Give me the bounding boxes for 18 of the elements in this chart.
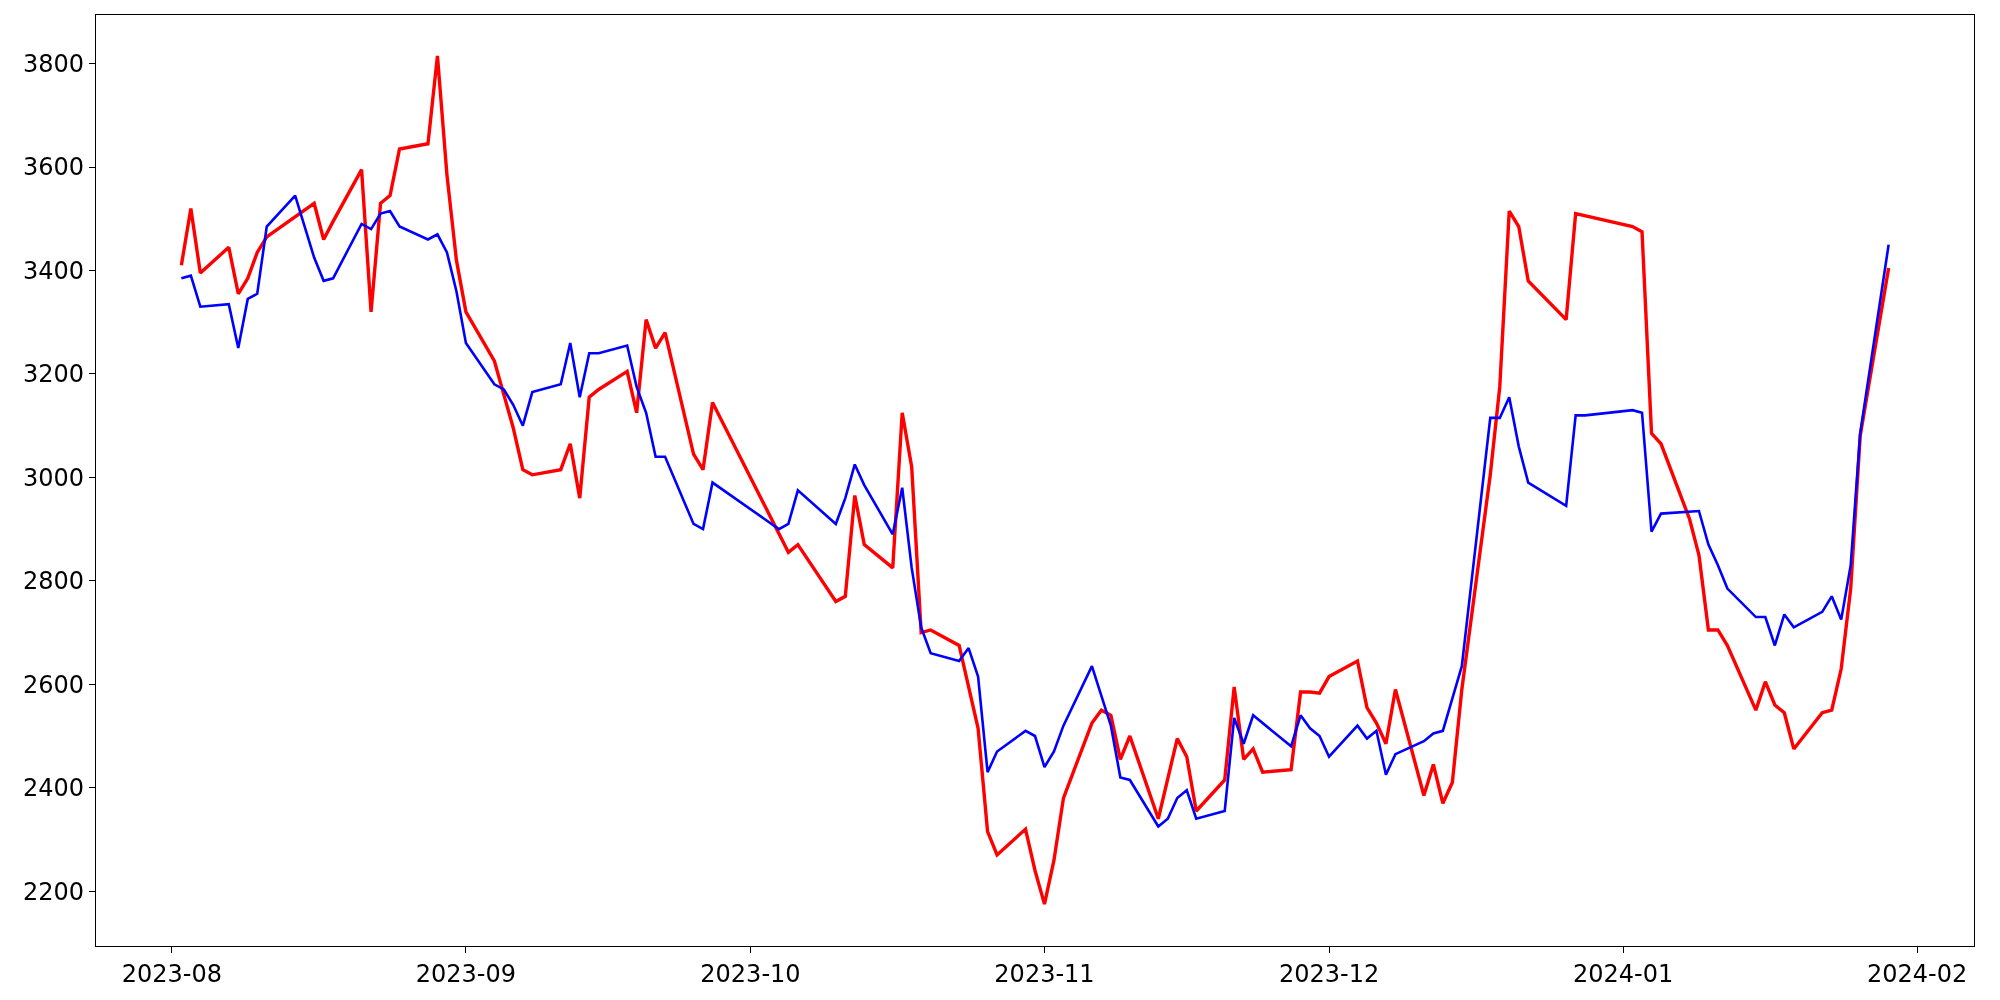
y-tick-label: 3200 xyxy=(23,360,85,389)
y-tick-label: 3400 xyxy=(23,256,85,285)
x-tick-label: 2023-10 xyxy=(700,959,801,988)
y-tick-label: 2600 xyxy=(23,670,85,699)
y-tick-label: 2800 xyxy=(23,567,85,596)
line-series xyxy=(179,54,1891,906)
x-tick-label: 2024-02 xyxy=(1866,959,1968,988)
y-tick-label: 3800 xyxy=(23,50,85,79)
y-tick-label: 3000 xyxy=(23,463,85,492)
y-tick-label: 2200 xyxy=(23,877,85,906)
x-tick-label: 2023-08 xyxy=(121,959,223,988)
x-tick-label: 2024-01 xyxy=(1572,959,1674,988)
x-tick-label: 2023-12 xyxy=(1278,959,1380,988)
x-tick-label: 2023-09 xyxy=(415,959,517,988)
y-tick-label: 2400 xyxy=(23,774,85,803)
y-tick-label: 3600 xyxy=(23,153,85,182)
line-series xyxy=(180,194,1890,828)
x-tick-label: 2023-11 xyxy=(994,959,1095,988)
